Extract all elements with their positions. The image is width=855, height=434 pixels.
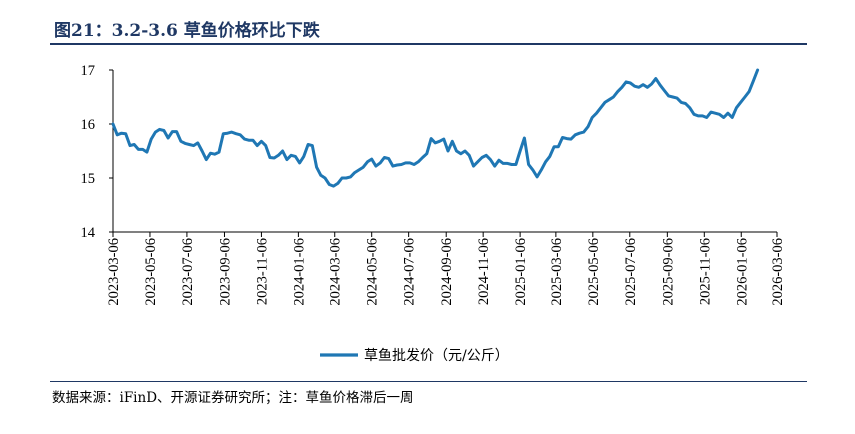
x-tick-label: 2023-03-06: [106, 238, 122, 306]
x-tick-label: 2026-01-06: [734, 238, 750, 306]
x-tick-label: 2025-05-06: [586, 238, 602, 306]
x-tick-label: 2024-11-06: [476, 238, 492, 305]
source-note: 数据来源：iFinD、开源证券研究所；注：草鱼价格滞后一周: [52, 390, 414, 406]
x-tick-label: 2023-11-06: [254, 238, 270, 305]
figure-title: 图21：3.2-3.6 草鱼价格环比下跌: [54, 21, 320, 41]
y-tick-label: 15: [81, 171, 96, 187]
x-tick-label: 2025-03-06: [549, 238, 565, 306]
x-tick-label: 2025-09-06: [660, 238, 676, 306]
legend-label: 草鱼批发价（元/公斤）: [364, 347, 509, 364]
x-tick-label: 2024-03-06: [328, 238, 344, 306]
series-layer: [111, 68, 760, 188]
x-tick-label: 2024-01-06: [291, 238, 307, 306]
x-tick-label: 2025-01-06: [513, 238, 529, 306]
x-tick-label: 2023-07-06: [180, 238, 196, 306]
y-tick-label: 16: [81, 117, 96, 133]
chart-axes: [109, 69, 778, 237]
title-divider: [50, 43, 807, 45]
x-tick-label: 2026-03-06: [770, 238, 786, 306]
series-line: [111, 68, 760, 188]
legend: 草鱼批发价（元/公斤）: [320, 347, 509, 364]
x-tick-label: 2024-09-06: [439, 238, 455, 306]
x-tick-label: 2023-05-06: [143, 238, 159, 306]
x-tick-label: 2025-07-06: [623, 238, 639, 306]
x-tick-label: 2023-09-06: [217, 238, 233, 306]
y-tick-label: 17: [81, 63, 96, 79]
footer-divider: [50, 381, 807, 382]
y-tick-labels: 14 15 16 17: [81, 63, 96, 241]
x-tick-labels: 2023-03-06 2023-05-06 2023-07-06 2023-09-06…: [106, 238, 786, 306]
y-tick-label: 14: [81, 225, 96, 241]
x-tick-label: 2024-05-06: [365, 238, 381, 306]
x-tick-label: 2025-11-06: [697, 238, 713, 305]
x-tick-label: 2024-07-06: [402, 238, 418, 306]
